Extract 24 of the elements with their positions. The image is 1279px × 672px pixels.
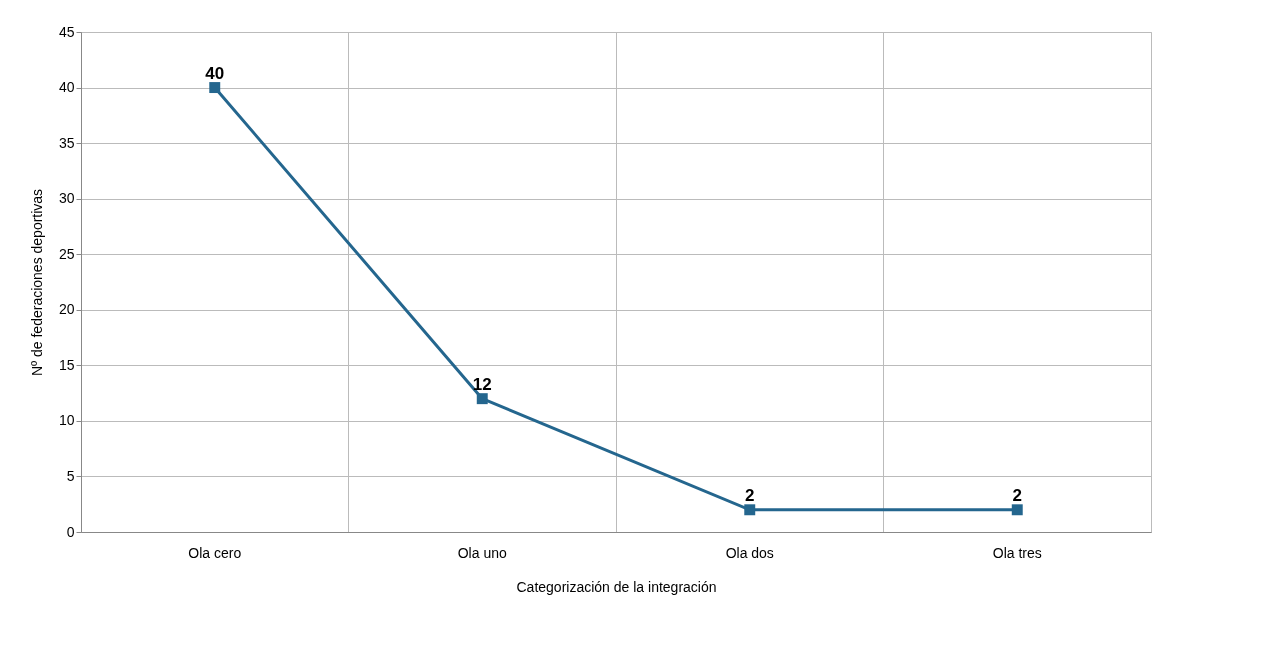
data-label: 2 xyxy=(745,485,755,505)
data-label: 2 xyxy=(1012,485,1022,505)
y-tick-label: 0 xyxy=(66,523,75,540)
x-tick-label: Ola tres xyxy=(992,544,1042,561)
y-axis-title: Nº de federaciones deportivas xyxy=(28,188,45,377)
data-label: 40 xyxy=(205,63,225,83)
y-tick-label: 5 xyxy=(66,467,75,484)
y-tick-label: 40 xyxy=(58,79,75,96)
y-tick-label: 10 xyxy=(58,412,75,429)
x-tick-label: Ola uno xyxy=(457,544,507,561)
point xyxy=(476,393,488,405)
y-tick-label: 35 xyxy=(58,134,75,151)
y-tick-label: 25 xyxy=(58,245,75,262)
y-tick-label: 20 xyxy=(58,301,75,318)
point xyxy=(1011,504,1023,516)
point xyxy=(744,504,756,516)
x-tick-label: Ola dos xyxy=(725,544,774,561)
x-tick-label: Ola cero xyxy=(188,544,242,561)
x-axis-title: Categorización de la integración xyxy=(516,578,717,595)
y-tick-label: 45 xyxy=(58,23,75,40)
point xyxy=(209,82,221,94)
y-tick-label: 30 xyxy=(58,190,75,207)
y-tick-label: 15 xyxy=(58,356,75,373)
data-label: 12 xyxy=(472,374,492,394)
